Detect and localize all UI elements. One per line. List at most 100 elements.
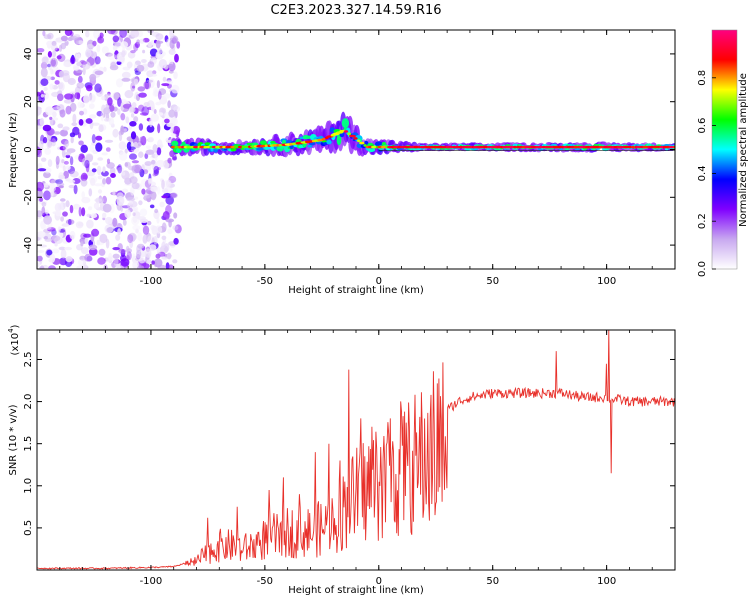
noise-blob [91, 168, 97, 173]
noise-blob [142, 37, 150, 43]
noise-blob [129, 121, 137, 127]
noise-blob [147, 220, 152, 226]
noise-blob [130, 82, 136, 92]
noise-blob [138, 92, 147, 98]
noise-blob [52, 111, 57, 118]
noise-blob [142, 234, 148, 244]
noise-blob [105, 238, 110, 249]
band-peak [642, 145, 650, 149]
noise-blob [81, 207, 86, 217]
band-core [246, 142, 252, 146]
noise-blob [115, 234, 121, 241]
noise-blob [115, 78, 124, 88]
noise-blob [125, 116, 130, 124]
band-peak [417, 145, 421, 149]
band-core [326, 139, 332, 145]
noise-blob [69, 170, 79, 178]
noise-blob [37, 231, 46, 238]
noise-blob [126, 197, 136, 202]
noise-blob [161, 256, 169, 260]
noise-blob [69, 56, 76, 65]
noise-blob [96, 44, 101, 53]
noise-blob [132, 85, 135, 89]
noise-blob [146, 124, 155, 133]
noise-blob [88, 175, 98, 184]
noise-blob [120, 125, 125, 135]
noise-blob [129, 176, 138, 184]
noise-blob [112, 253, 120, 259]
band-peak [623, 145, 630, 149]
noise-blob [151, 159, 156, 165]
colorbar-tick-label: 0.4 [697, 165, 708, 181]
noise-blob [69, 230, 76, 240]
noise-blob [113, 257, 119, 267]
noise-blob [44, 147, 51, 155]
noise-blob [43, 190, 51, 201]
noise-blob [155, 225, 163, 234]
noise-blob [122, 103, 132, 109]
noise-blob [96, 165, 102, 176]
noise-blob [129, 106, 134, 114]
noise-blob [95, 135, 103, 141]
noise-blob [168, 109, 176, 118]
noise-blob [112, 35, 120, 43]
noise-blob [82, 67, 86, 76]
noise-blob [155, 33, 164, 40]
noise-blob [109, 167, 116, 175]
noise-blob [58, 44, 63, 52]
noise-blob [49, 83, 54, 90]
noise-blob [47, 140, 52, 148]
noise-blob [37, 106, 42, 116]
noise-blob [108, 105, 115, 112]
band-peak [363, 144, 367, 147]
band-peak [353, 137, 358, 140]
noise-blob [118, 141, 127, 150]
noise-blob [58, 174, 66, 180]
noise-blob [65, 165, 71, 171]
noise-blob [103, 107, 111, 115]
noise-blob [136, 64, 145, 72]
colorbar-tick-label: 0.0 [697, 261, 708, 277]
noise-blob [129, 239, 134, 249]
noise-blob [170, 133, 177, 137]
band-peak [631, 145, 635, 149]
noise-blob [65, 256, 73, 263]
band-core [307, 144, 313, 148]
noise-blob [73, 34, 81, 39]
noise-blob [98, 248, 106, 256]
noise-blob [85, 30, 90, 38]
noise-blob [50, 68, 54, 75]
band-peak [538, 145, 543, 149]
noise-blob [120, 113, 126, 121]
noise-blob [37, 124, 42, 130]
noise-blob [110, 173, 116, 178]
noise-blob [105, 216, 113, 225]
noise-blob [40, 265, 45, 269]
noise-blob [156, 217, 160, 224]
noise-blob [65, 200, 70, 208]
noise-blob [47, 63, 51, 68]
y-tick-label: 1.0 [23, 478, 34, 494]
noise-blob [37, 168, 47, 172]
noise-blob [157, 90, 162, 100]
noise-blob [93, 183, 103, 187]
noise-blob [91, 134, 96, 144]
noise-blob [41, 157, 47, 162]
noise-blob [101, 95, 106, 101]
x-tick-label: -100 [140, 576, 163, 587]
noise-blob [73, 184, 78, 195]
noise-blob [63, 99, 73, 104]
noise-blob [60, 198, 66, 202]
band-peak [535, 145, 540, 149]
noise-blob [112, 247, 120, 251]
noise-blob [155, 101, 162, 106]
band-peak [662, 145, 668, 149]
noise-blob [134, 60, 141, 66]
noise-blob [40, 94, 45, 98]
noise-blob [121, 77, 131, 82]
noise-blob [58, 82, 64, 90]
noise-blob [41, 201, 47, 207]
band-peak [455, 145, 460, 149]
noise-blob [58, 185, 64, 189]
x-tick-label: 50 [486, 576, 499, 587]
